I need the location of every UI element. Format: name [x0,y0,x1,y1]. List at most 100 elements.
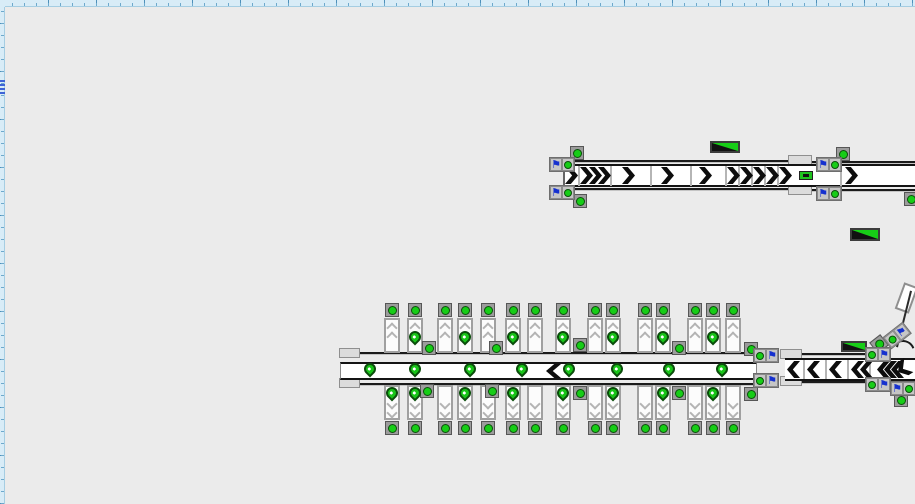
spur-end-light[interactable] [726,421,740,435]
spur-end-light[interactable] [528,303,542,317]
spur-end-light[interactable] [528,421,542,435]
spur-end-light[interactable] [638,421,652,435]
belt-segment-divider [610,166,612,186]
spur-end-light[interactable] [706,303,720,317]
spur-conveyor-down[interactable] [637,385,653,420]
spur-conveyor-down[interactable] [725,385,741,420]
spur-conveyor-up[interactable] [637,318,653,353]
photoeye-marker[interactable]: ⚑ [549,185,575,200]
chevron-down-icon [409,407,421,419]
spur-end-light[interactable] [458,421,472,435]
chevron-down-icon [689,407,701,419]
spur-conveyor-down[interactable] [437,385,453,420]
status-light[interactable] [672,341,686,355]
speed-ramp-icon[interactable] [710,141,740,153]
spur-end-light[interactable] [481,303,495,317]
conveyor-rail[interactable] [800,353,870,356]
spur-end-light[interactable] [556,303,570,317]
chevron-down-icon [657,407,669,419]
flag-icon: ⚑ [766,349,778,362]
chevron-up-icon [689,331,701,343]
spur-end-light[interactable] [688,303,702,317]
spur-end-light[interactable] [408,421,422,435]
spur-end-light[interactable] [438,421,452,435]
green-light-icon [562,158,574,171]
belt-segment-divider [725,166,727,186]
spur-end-light[interactable] [408,303,422,317]
spur-end-light[interactable] [606,421,620,435]
spur-end-light[interactable] [638,303,652,317]
photoeye-marker[interactable]: ⚑ [816,157,842,172]
status-light[interactable] [420,384,434,398]
conveyor-rail[interactable] [572,188,790,191]
spur-end-light[interactable] [438,303,452,317]
chevron-down-icon [639,407,651,419]
spur-conveyor-up[interactable] [384,318,400,353]
conveyor-end-cap[interactable] [339,348,360,358]
spur-end-light[interactable] [588,421,602,435]
spur-conveyor-up[interactable] [587,318,603,353]
status-light[interactable] [489,341,503,355]
spur-end-light[interactable] [506,303,520,317]
spur-end-light[interactable] [726,303,740,317]
chevron-down-icon [439,407,451,419]
conveyor-rail[interactable] [358,352,757,355]
green-light-icon [754,374,766,387]
status-light[interactable] [573,194,587,208]
conveyor-rail[interactable] [812,189,915,192]
green-light-icon [866,378,878,391]
vertical-ruler [0,7,5,504]
status-light[interactable] [485,384,499,398]
status-light[interactable] [744,387,758,401]
spur-end-light[interactable] [506,421,520,435]
spur-conveyor-up[interactable] [687,318,703,353]
ruler-selection-mark [0,78,5,94]
spur-end-light[interactable] [556,421,570,435]
conveyor-rail[interactable] [812,161,915,164]
spur-conveyor-down[interactable] [587,385,603,420]
photoeye-marker[interactable]: ⚑ [753,373,779,388]
speed-ramp-icon[interactable] [841,341,867,352]
conveyor-rail[interactable] [800,381,870,384]
photoeye-marker[interactable]: ⚑ [753,348,779,363]
photoeye-marker[interactable]: ⚑ [890,381,915,396]
flag-icon: ⚑ [817,158,829,171]
chevron-up-icon [589,331,601,343]
spur-end-light[interactable] [385,303,399,317]
spur-end-light[interactable] [688,421,702,435]
status-light[interactable] [570,146,584,160]
green-light-icon [562,186,574,199]
spur-end-light[interactable] [656,303,670,317]
speed-ramp-icon[interactable] [850,228,880,241]
spur-end-light[interactable] [588,303,602,317]
status-light[interactable] [573,386,587,400]
chevron-up-icon [529,331,541,343]
photoeye-marker[interactable]: ⚑ [816,186,842,201]
spur-conveyor-up[interactable] [725,318,741,353]
belt-segment-divider [803,360,805,379]
belt-segment-divider [690,166,692,186]
spur-end-light[interactable] [385,421,399,435]
photo-sensor[interactable] [799,171,813,180]
flag-icon: ⚑ [550,186,562,199]
photoeye-marker[interactable]: ⚑ [865,377,891,392]
status-light[interactable] [422,341,436,355]
spur-conveyor-down[interactable] [687,385,703,420]
spur-end-light[interactable] [706,421,720,435]
spur-end-light[interactable] [606,303,620,317]
conveyor-rail[interactable] [572,160,790,163]
status-light[interactable] [904,192,915,206]
flag-icon: ⚑ [550,158,562,171]
spur-conveyor-up[interactable] [437,318,453,353]
spur-end-light[interactable] [656,421,670,435]
spur-conveyor-down[interactable] [527,385,543,420]
spur-conveyor-up[interactable] [527,318,543,353]
photoeye-marker[interactable]: ⚑ [549,157,575,172]
photoeye-marker[interactable]: ⚑ [865,347,891,362]
status-light[interactable] [573,338,587,352]
spur-end-light[interactable] [481,421,495,435]
status-light[interactable] [672,386,686,400]
spur-end-light[interactable] [458,303,472,317]
belt-segment-divider [650,166,652,186]
